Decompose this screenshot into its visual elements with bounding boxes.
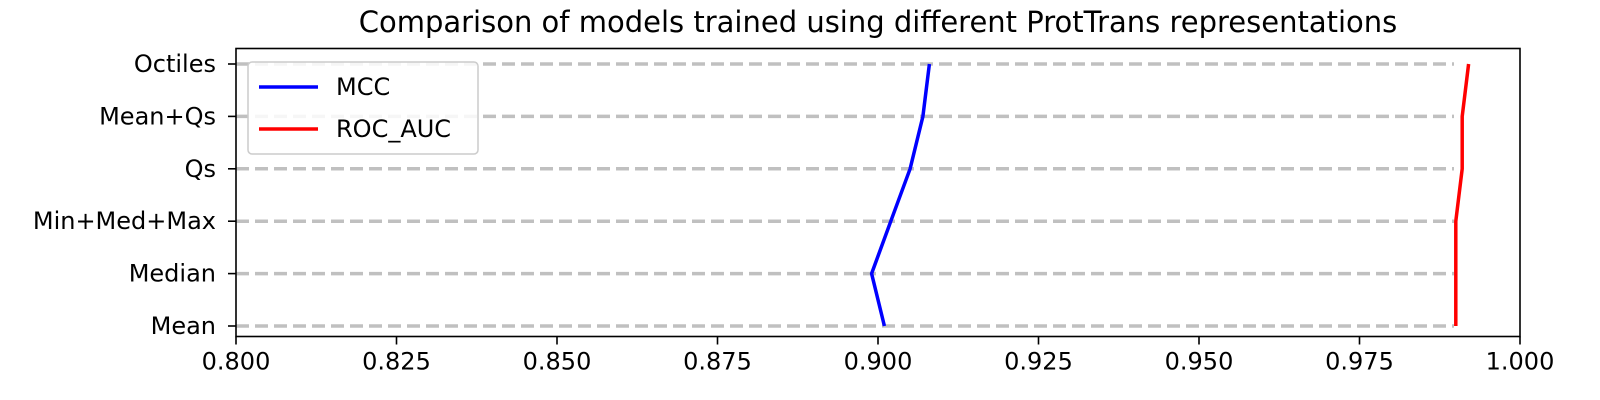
legend-box	[247, 61, 479, 155]
x-axis: 0.800 0.825 0.850 0.875 0.900 0.925 0.950 0.975…	[202, 336, 1555, 376]
legend-label: ROC_AUC	[336, 115, 451, 143]
chart-title: Comparison of models trained using diffe…	[359, 5, 1398, 39]
y-tick-label: Qs	[185, 155, 216, 183]
series-line-roc_auc	[1454, 63, 1471, 326]
x-tick-label: 0.850	[523, 348, 592, 376]
x-tick-label: 0.875	[683, 348, 752, 376]
legend: MCC ROC_AUC	[247, 61, 479, 155]
y-tick-label: Mean	[151, 312, 216, 340]
x-tick-label: 0.825	[362, 348, 431, 376]
x-tick-label: 0.950	[1165, 348, 1234, 376]
legend-label: MCC	[336, 73, 390, 101]
x-tick-label: 0.975	[1325, 348, 1394, 376]
series-layer	[869, 63, 1471, 327]
series-line-mcc	[869, 63, 932, 327]
y-tick-label: Octiles	[134, 50, 216, 78]
y-axis: Mean Median Min+Med+Max Qs Mean+Qs Octiles	[33, 50, 236, 340]
y-tick-label: Mean+Qs	[99, 102, 216, 130]
y-tick-label: Min+Med+Max	[33, 207, 216, 235]
x-tick-label: 0.800	[202, 348, 271, 376]
x-tick-label: 0.925	[1004, 348, 1073, 376]
y-tick-label: Median	[129, 260, 216, 288]
x-tick-label: 1.000	[1486, 348, 1555, 376]
x-tick-label: 0.900	[844, 348, 913, 376]
